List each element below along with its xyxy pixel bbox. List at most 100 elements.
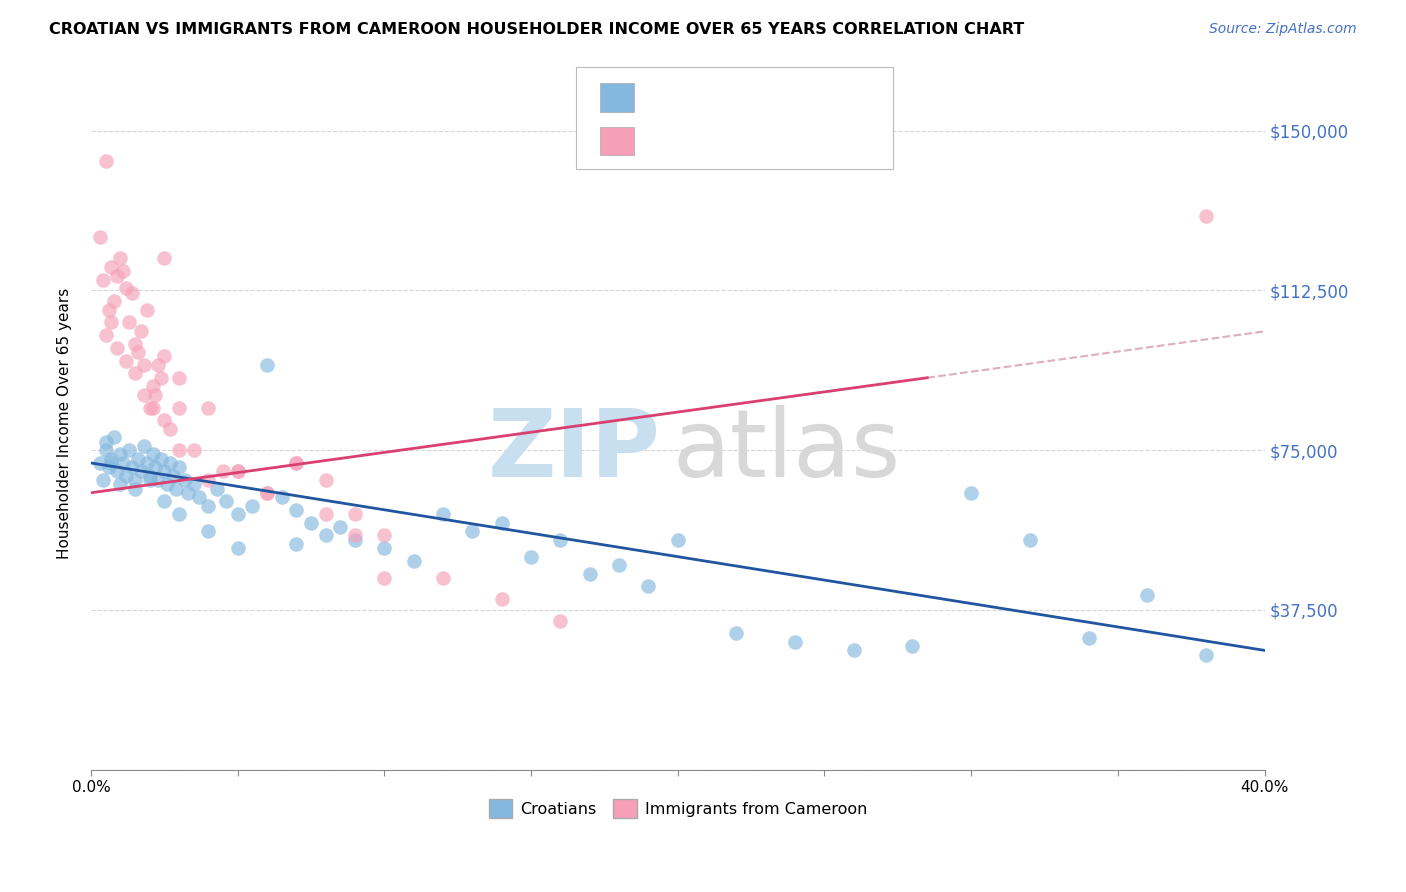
- Point: [145, 460, 167, 475]
- Point: [842, 643, 865, 657]
- Point: [121, 285, 143, 300]
- Point: [94, 443, 117, 458]
- Point: [112, 456, 135, 470]
- Text: R =: R =: [643, 90, 678, 105]
- Point: [785, 635, 807, 649]
- Point: [150, 370, 173, 384]
- Point: [141, 401, 163, 415]
- Text: CROATIAN VS IMMIGRANTS FROM CAMEROON HOUSEHOLDER INCOME OVER 65 YEARS CORRELATIO: CROATIAN VS IMMIGRANTS FROM CAMEROON HOU…: [49, 22, 1025, 37]
- Point: [100, 451, 122, 466]
- Point: [138, 468, 160, 483]
- Text: 74: 74: [808, 90, 831, 105]
- Text: atlas: atlas: [672, 405, 900, 497]
- Point: [226, 465, 249, 479]
- Point: [285, 456, 308, 470]
- Point: [432, 507, 454, 521]
- Point: [299, 516, 322, 530]
- Y-axis label: Householder Income Over 65 years: Householder Income Over 65 years: [58, 288, 72, 559]
- Point: [315, 528, 337, 542]
- Point: [373, 541, 395, 556]
- Point: [100, 260, 122, 274]
- Point: [135, 456, 157, 470]
- Point: [132, 388, 155, 402]
- Point: [637, 579, 659, 593]
- Point: [115, 468, 138, 483]
- Point: [100, 315, 122, 329]
- Point: [97, 460, 120, 475]
- Point: [285, 503, 308, 517]
- Point: [212, 465, 235, 479]
- Point: [607, 558, 630, 573]
- Point: [148, 358, 170, 372]
- Point: [132, 358, 155, 372]
- Point: [402, 554, 425, 568]
- Point: [197, 499, 219, 513]
- Point: [110, 252, 132, 266]
- Point: [110, 477, 132, 491]
- Point: [156, 477, 179, 491]
- Point: [165, 482, 187, 496]
- Point: [666, 533, 689, 547]
- Point: [118, 443, 141, 458]
- Point: [135, 302, 157, 317]
- Point: [256, 358, 278, 372]
- Point: [105, 465, 128, 479]
- Point: [89, 230, 111, 244]
- Point: [127, 451, 149, 466]
- Point: [550, 614, 572, 628]
- Point: [373, 571, 395, 585]
- Point: [145, 388, 167, 402]
- Point: [960, 485, 983, 500]
- Point: [215, 494, 238, 508]
- Point: [103, 430, 125, 444]
- Point: [173, 473, 195, 487]
- Point: [105, 341, 128, 355]
- Text: N =: N =: [765, 133, 801, 148]
- Point: [94, 434, 117, 449]
- Point: [167, 370, 190, 384]
- Point: [373, 528, 395, 542]
- Point: [315, 507, 337, 521]
- Point: [167, 443, 190, 458]
- Point: [188, 490, 211, 504]
- Text: R =: R =: [643, 133, 678, 148]
- Point: [159, 422, 181, 436]
- Text: -0.402: -0.402: [689, 90, 747, 105]
- Point: [153, 350, 176, 364]
- Point: [256, 485, 278, 500]
- Point: [121, 460, 143, 475]
- Point: [112, 264, 135, 278]
- Point: [1077, 631, 1099, 645]
- Point: [197, 473, 219, 487]
- Point: [159, 456, 181, 470]
- Point: [1136, 588, 1159, 602]
- Text: N =: N =: [765, 90, 801, 105]
- Point: [432, 571, 454, 585]
- Point: [461, 524, 484, 538]
- Point: [153, 494, 176, 508]
- Text: 56: 56: [808, 133, 831, 148]
- Legend: Croatians, Immigrants from Cameroon: Croatians, Immigrants from Cameroon: [482, 793, 873, 824]
- Point: [127, 345, 149, 359]
- Point: [138, 401, 160, 415]
- Point: [1018, 533, 1040, 547]
- Point: [205, 482, 228, 496]
- Point: [167, 507, 190, 521]
- Point: [197, 524, 219, 538]
- Point: [132, 439, 155, 453]
- Point: [115, 281, 138, 295]
- Point: [270, 490, 292, 504]
- Point: [91, 473, 114, 487]
- Point: [162, 468, 184, 483]
- Point: [148, 473, 170, 487]
- Point: [141, 447, 163, 461]
- Point: [110, 447, 132, 461]
- Text: ZIP: ZIP: [488, 405, 661, 497]
- Point: [118, 315, 141, 329]
- Point: [901, 639, 924, 653]
- Point: [256, 485, 278, 500]
- Point: [153, 413, 176, 427]
- Text: Source: ZipAtlas.com: Source: ZipAtlas.com: [1209, 22, 1357, 37]
- Point: [124, 367, 146, 381]
- Point: [578, 566, 600, 581]
